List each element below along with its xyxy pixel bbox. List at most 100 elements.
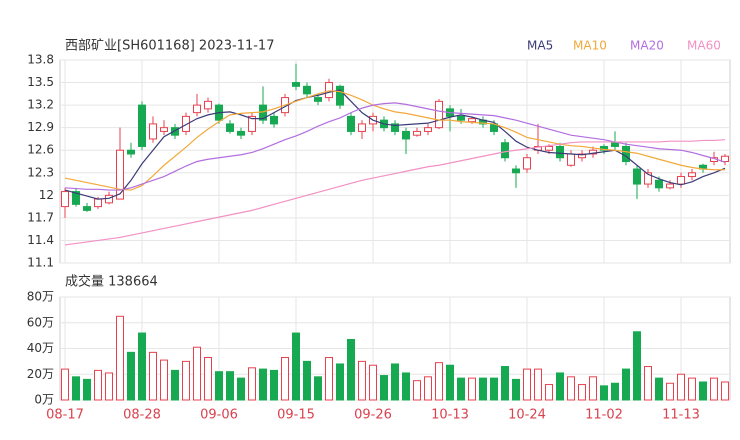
volume-bar xyxy=(149,351,157,401)
candle-body xyxy=(127,149,135,155)
volume-bar xyxy=(446,364,454,401)
volume-bar xyxy=(182,360,190,401)
candle-body xyxy=(182,115,190,132)
volume-bar xyxy=(336,363,344,401)
volume-bar xyxy=(226,371,234,401)
y-tick-label: 0万 xyxy=(34,393,54,407)
y-tick-label: 13.5 xyxy=(27,75,54,89)
volume-bar xyxy=(523,368,531,401)
candle-body xyxy=(589,149,597,155)
candle-body xyxy=(501,142,509,159)
x-tick-label: 09-15 xyxy=(277,408,315,423)
candle-body xyxy=(457,115,465,121)
y-tick-label: 20万 xyxy=(27,367,54,381)
volume-bar xyxy=(457,377,465,401)
x-tick-label: 11-02 xyxy=(585,408,623,423)
y-tick-label: 11.7 xyxy=(27,210,54,224)
volume-bar xyxy=(490,377,498,401)
volume-bar xyxy=(303,360,311,401)
volume-bar xyxy=(83,378,91,401)
candle-body xyxy=(138,104,146,147)
candle-body xyxy=(149,123,157,140)
candle-body xyxy=(545,145,553,151)
y-tick-label: 12 xyxy=(39,188,54,202)
candle-body xyxy=(611,142,619,147)
candle-body xyxy=(358,123,366,132)
y-tick-label: 11.1 xyxy=(27,256,54,270)
x-tick-label: 08-28 xyxy=(123,408,161,423)
candle-body xyxy=(292,82,300,87)
candle-body xyxy=(402,130,410,140)
y-tick-label: 12.3 xyxy=(27,165,54,179)
x-tick-label: 11-13 xyxy=(662,408,700,423)
y-tick-label: 11.4 xyxy=(27,233,54,247)
volume-bar xyxy=(688,377,696,401)
volume-bar xyxy=(545,384,553,401)
candle-body xyxy=(94,198,102,208)
volume-bar xyxy=(512,378,520,401)
candle-body xyxy=(204,100,212,110)
candle-body xyxy=(600,145,608,151)
volume-bar xyxy=(710,377,718,401)
ma-line xyxy=(64,139,726,246)
volume-bar xyxy=(347,338,355,401)
volume-bar xyxy=(479,377,487,401)
volume-bar xyxy=(567,376,575,401)
volume-bar xyxy=(391,363,399,401)
candle-body xyxy=(578,153,586,159)
candle-body xyxy=(237,130,245,136)
x-tick-label: 10-24 xyxy=(508,408,546,423)
candle-body xyxy=(556,145,564,159)
candle-body xyxy=(523,157,531,170)
candle-body xyxy=(270,115,278,125)
legend-entry: MA60 xyxy=(687,39,721,53)
candle-body xyxy=(116,149,124,200)
volume-bar xyxy=(215,371,223,401)
volume-bar xyxy=(105,372,113,401)
volume-bar xyxy=(556,372,564,401)
volume-bar xyxy=(171,369,179,401)
volume-bar xyxy=(369,364,377,401)
volume-bar xyxy=(270,369,278,401)
candle-body xyxy=(688,172,696,178)
volume-bar xyxy=(611,382,619,401)
candle-body xyxy=(677,176,685,185)
volume-bar xyxy=(578,384,586,401)
volume-bar xyxy=(325,357,333,401)
candle-body xyxy=(303,85,311,95)
candle-body xyxy=(633,168,641,185)
volume-bar xyxy=(259,368,267,401)
candle-body xyxy=(567,153,575,166)
volume-bar xyxy=(468,377,476,401)
volume-bar xyxy=(666,382,674,401)
y-tick-label: 13.2 xyxy=(27,98,54,112)
ma-line xyxy=(64,90,725,191)
chart-title: 西部矿业[SH601168] 2023-11-17 xyxy=(65,39,274,54)
volume-bar xyxy=(116,315,124,401)
volume-bar xyxy=(204,357,212,401)
volume-bar xyxy=(314,376,322,401)
volume-bar xyxy=(677,373,685,401)
candle-body xyxy=(413,130,421,136)
y-tick-label: 13.8 xyxy=(27,53,54,67)
legend-entry: MA5 xyxy=(527,39,553,53)
candle-body xyxy=(325,82,333,99)
volume-bar xyxy=(94,369,102,401)
candle-body xyxy=(193,104,201,114)
candle-body xyxy=(61,191,69,208)
candle-body xyxy=(655,179,663,189)
x-tick-label: 08-17 xyxy=(46,408,84,423)
volume-title: 成交量 138664 xyxy=(65,274,158,290)
candle-body xyxy=(72,191,80,205)
volume-bar xyxy=(127,351,135,401)
candle-body xyxy=(314,97,322,102)
candle-body xyxy=(336,85,344,106)
x-tick-label: 09-06 xyxy=(200,408,238,423)
candle-body xyxy=(226,123,234,132)
volume-bar xyxy=(534,368,542,401)
volume-bar xyxy=(237,377,245,401)
candle-body xyxy=(644,172,652,185)
volume-bar xyxy=(358,360,366,401)
y-tick-label: 40万 xyxy=(27,341,54,355)
